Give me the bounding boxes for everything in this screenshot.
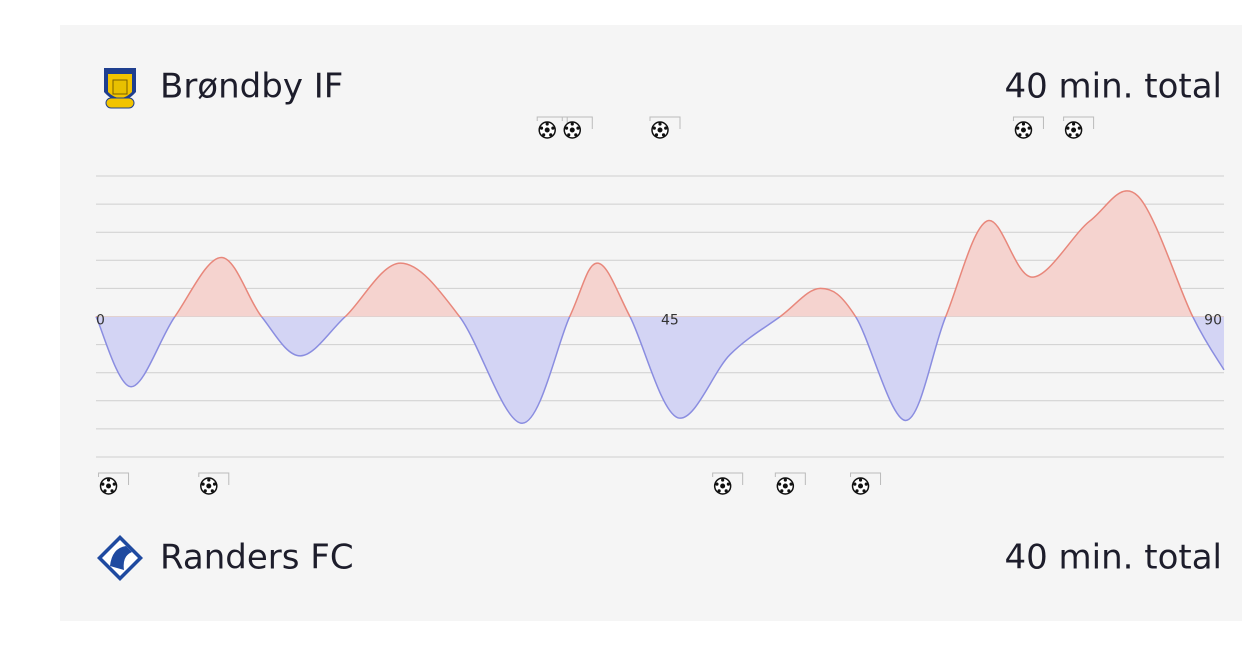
goal-ball-patch [103,489,107,493]
goal-flag [1063,116,1095,129]
goal-ball-patch [112,482,116,486]
goal-ball-patch [1021,122,1026,126]
goal-ball-patch [864,482,868,486]
goal-ball-patch [1027,126,1031,130]
goal-ball-patch [1071,127,1077,133]
goal-ball-patch [724,489,728,493]
goal-ball-patch [654,133,659,137]
goal-marker [1012,116,1044,139]
goal-flag [198,472,230,485]
goal-ball-patch [106,483,112,489]
goal-ball-patch [862,489,866,493]
goal-marker [98,472,130,495]
goal-marker [198,472,230,495]
goal-ball-patch [782,483,788,489]
goal-ball-patch [780,489,784,493]
goal-flag [98,472,130,485]
goal-ball-patch [720,483,726,489]
goal-ball-patch [778,482,782,486]
momentum-line-pos [95,190,1194,317]
goal-ball-patch [726,482,730,486]
goal-ball-patch [576,126,580,130]
goal-ball-patch [542,133,546,137]
goal-ball-patch [544,127,550,133]
goal-ball-patch [853,482,857,486]
goal-ball-patch [212,482,217,486]
goal-ball-patch [652,126,656,130]
goal-ball-patch [658,122,662,126]
goal-ball-patch [661,133,666,137]
away-total: 40 min. total [1004,538,1222,578]
goal-ball-patch [664,126,668,130]
goal-ball-patch [101,482,105,486]
goal-ball-patch [106,478,111,482]
goal-ball-patch [564,126,569,130]
x-tick-label: 90 [1204,313,1222,329]
momentum-area-neg [96,317,1224,424]
goal-flag [712,472,744,485]
goal-marker [1063,116,1095,139]
goal-ball-patch [1075,133,1079,137]
goal-ball-patch [1018,133,1022,137]
goal-ball-patch [551,126,555,130]
goal-ball-patch [1020,127,1026,133]
home-total: 40 min. total [1004,67,1222,107]
x-tick-label: 0 [96,313,105,329]
goal-ball-patch [567,133,571,137]
goal-ball-patch [1072,122,1076,126]
momentum-line-neg [95,317,1225,425]
goal-ball-patch [203,489,207,493]
goal-ball-patch [721,478,725,482]
goal-ball-patch [789,482,793,486]
goal-ball-patch [207,478,211,482]
goal-marker [649,116,681,139]
goal-flag [774,472,806,485]
goal-ball-patch [210,489,214,493]
goal-ball-patch [206,483,212,489]
goal-marker [850,472,882,495]
goal-ball-patch [783,478,787,482]
goal-ball-patch [549,133,553,137]
goal-ball-patch [657,127,663,133]
goal-flag [649,116,681,129]
x-tick-label: 45 [661,313,679,329]
goal-ball-patch [110,489,114,493]
momentum-area-pos [96,190,1224,317]
goal-flag [1012,116,1044,129]
goal-marker [774,472,806,495]
goal-ball-patch [569,127,575,133]
goal-ball-patch [1016,126,1020,130]
away-logo [97,535,143,581]
goal-ball-patch [574,133,578,137]
goal-ball-patch [1025,133,1029,137]
goal-ball-patch [717,489,721,493]
goal-ball-patch [787,489,791,493]
goal-ball-patch [570,122,574,126]
goal-marker [712,472,744,495]
away-team-name: Randers FC [160,538,354,578]
goal-ball-patch [1068,133,1072,137]
goal-ball-patch [539,126,544,130]
goal-flag [561,116,593,129]
goal-ball-patch [858,483,864,489]
home-logo [104,68,136,109]
home-team-name: Brøndby IF [160,67,343,107]
goal-ball-patch [545,122,549,126]
goal-marker [561,116,593,139]
goal-ball-patch [715,482,719,486]
goal-ball-patch [1066,126,1070,130]
goal-flag [850,472,882,485]
goal-ball-patch [855,489,859,493]
goal-ball-patch [1077,126,1081,130]
goal-ball-patch [858,478,863,482]
goal-ball-patch [201,482,205,486]
